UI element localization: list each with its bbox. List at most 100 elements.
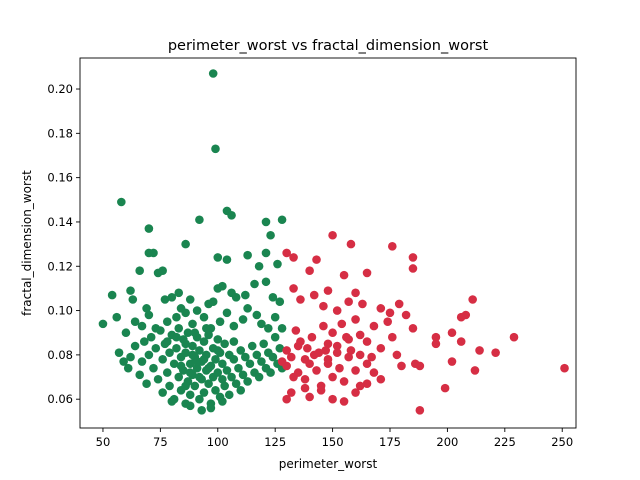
data-point-s1-27	[303, 343, 312, 353]
data-point-s0-24	[128, 295, 138, 304]
data-point-s0-92	[174, 324, 184, 333]
data-point-s1-0	[282, 248, 291, 258]
data-point-s0-45	[137, 321, 147, 331]
data-point-s1-32	[328, 328, 337, 338]
x-axis: 50 75 100 125 150 175 200 225 250	[96, 428, 573, 449]
data-point-s1-71	[431, 339, 441, 349]
data-point-s1-44	[408, 324, 418, 333]
data-point-s0-138	[229, 337, 239, 346]
data-point-s0-80	[156, 326, 165, 335]
data-point-s0-46	[144, 310, 154, 320]
data-point-s1-24	[468, 295, 477, 304]
x-tick-label: 225	[494, 435, 516, 449]
data-points	[98, 69, 569, 415]
data-point-s0-155	[266, 368, 275, 377]
data-point-s1-61	[344, 352, 353, 362]
data-point-s1-75	[475, 346, 484, 355]
data-point-s0-15	[181, 239, 190, 249]
data-point-s0-108	[192, 363, 202, 373]
data-point-s1-22	[394, 299, 404, 309]
data-point-s0-144	[241, 352, 250, 362]
data-point-s1-12	[296, 295, 305, 304]
data-point-s0-161	[197, 405, 206, 415]
data-point-s1-63	[355, 381, 365, 391]
data-point-s0-54	[199, 312, 209, 322]
data-point-s0-81	[158, 355, 167, 364]
data-point-s1-39	[362, 337, 372, 346]
data-point-s0-106	[190, 381, 200, 391]
data-point-s0-73	[140, 337, 149, 346]
data-point-s1-78	[440, 383, 450, 393]
data-point-s0-63	[264, 324, 273, 333]
data-point-s0-171	[176, 361, 186, 371]
data-point-s1-81	[305, 392, 314, 402]
data-point-s1-93	[332, 348, 342, 357]
data-point-s1-38	[355, 330, 365, 340]
data-point-s1-13	[309, 290, 319, 300]
data-point-s0-172	[185, 368, 195, 377]
data-point-s1-70	[415, 361, 425, 371]
data-point-s1-91	[309, 350, 319, 360]
data-point-s0-41	[98, 319, 108, 329]
data-point-s1-25	[291, 326, 301, 335]
data-point-s0-8	[277, 215, 287, 225]
data-point-s0-23	[126, 286, 135, 295]
data-point-s0-174	[199, 355, 209, 364]
data-point-s0-33	[218, 281, 227, 291]
data-point-s0-16	[135, 266, 144, 275]
data-point-s0-177	[204, 363, 213, 373]
data-point-s0-12	[222, 255, 232, 264]
data-point-s0-20	[273, 259, 282, 269]
data-point-s0-88	[169, 359, 179, 369]
data-point-s0-101	[185, 359, 195, 369]
data-point-s1-87	[415, 405, 425, 415]
data-point-s0-168	[202, 324, 211, 333]
data-point-s0-169	[172, 332, 181, 342]
y-tick-label: 0.06	[47, 392, 73, 406]
data-point-s1-62	[351, 366, 360, 375]
data-point-s1-64	[362, 359, 372, 369]
data-point-s1-79	[282, 394, 291, 404]
data-point-s0-117	[204, 379, 213, 388]
data-point-s0-157	[270, 332, 280, 342]
data-point-s0-136	[227, 372, 236, 382]
data-point-s1-60	[339, 377, 349, 386]
data-point-s1-58	[328, 372, 337, 382]
data-point-s1-11	[289, 284, 298, 293]
x-axis-label: perimeter_worst	[279, 457, 378, 471]
x-tick-label: 150	[322, 435, 344, 449]
data-point-s0-48	[162, 317, 172, 326]
data-point-s1-28	[307, 332, 317, 342]
data-point-s0-129	[218, 374, 227, 384]
data-point-s0-150	[254, 372, 264, 382]
data-point-s0-82	[158, 388, 167, 397]
data-point-s0-22	[107, 290, 117, 300]
data-point-s0-71	[135, 370, 144, 380]
data-point-s0-66	[114, 348, 124, 357]
data-point-s0-14	[149, 248, 158, 258]
data-point-s1-40	[369, 321, 379, 331]
y-tick-label: 0.10	[47, 304, 73, 318]
data-point-s0-140	[234, 363, 243, 373]
data-point-s1-95	[355, 350, 365, 360]
data-point-s0-103	[188, 341, 197, 351]
data-point-s0-51	[181, 308, 190, 318]
data-point-s0-78	[151, 343, 161, 353]
data-point-s1-20	[376, 304, 386, 313]
data-point-s1-33	[332, 341, 342, 351]
data-point-s0-167	[190, 328, 200, 338]
data-point-s0-142	[236, 386, 246, 395]
data-point-s0-176	[192, 357, 202, 366]
data-point-s0-126	[213, 368, 223, 377]
data-point-s1-96	[367, 352, 376, 362]
data-point-s1-7	[362, 268, 372, 278]
data-point-s0-72	[137, 357, 147, 366]
data-point-s0-68	[123, 363, 133, 373]
y-tick-label: 0.12	[47, 259, 73, 273]
data-point-s1-82	[316, 386, 326, 395]
data-point-s1-68	[397, 361, 406, 371]
data-point-s1-99	[277, 357, 287, 366]
data-point-s1-48	[461, 310, 471, 320]
data-point-s1-43	[388, 332, 397, 342]
data-point-s0-2	[117, 197, 126, 207]
